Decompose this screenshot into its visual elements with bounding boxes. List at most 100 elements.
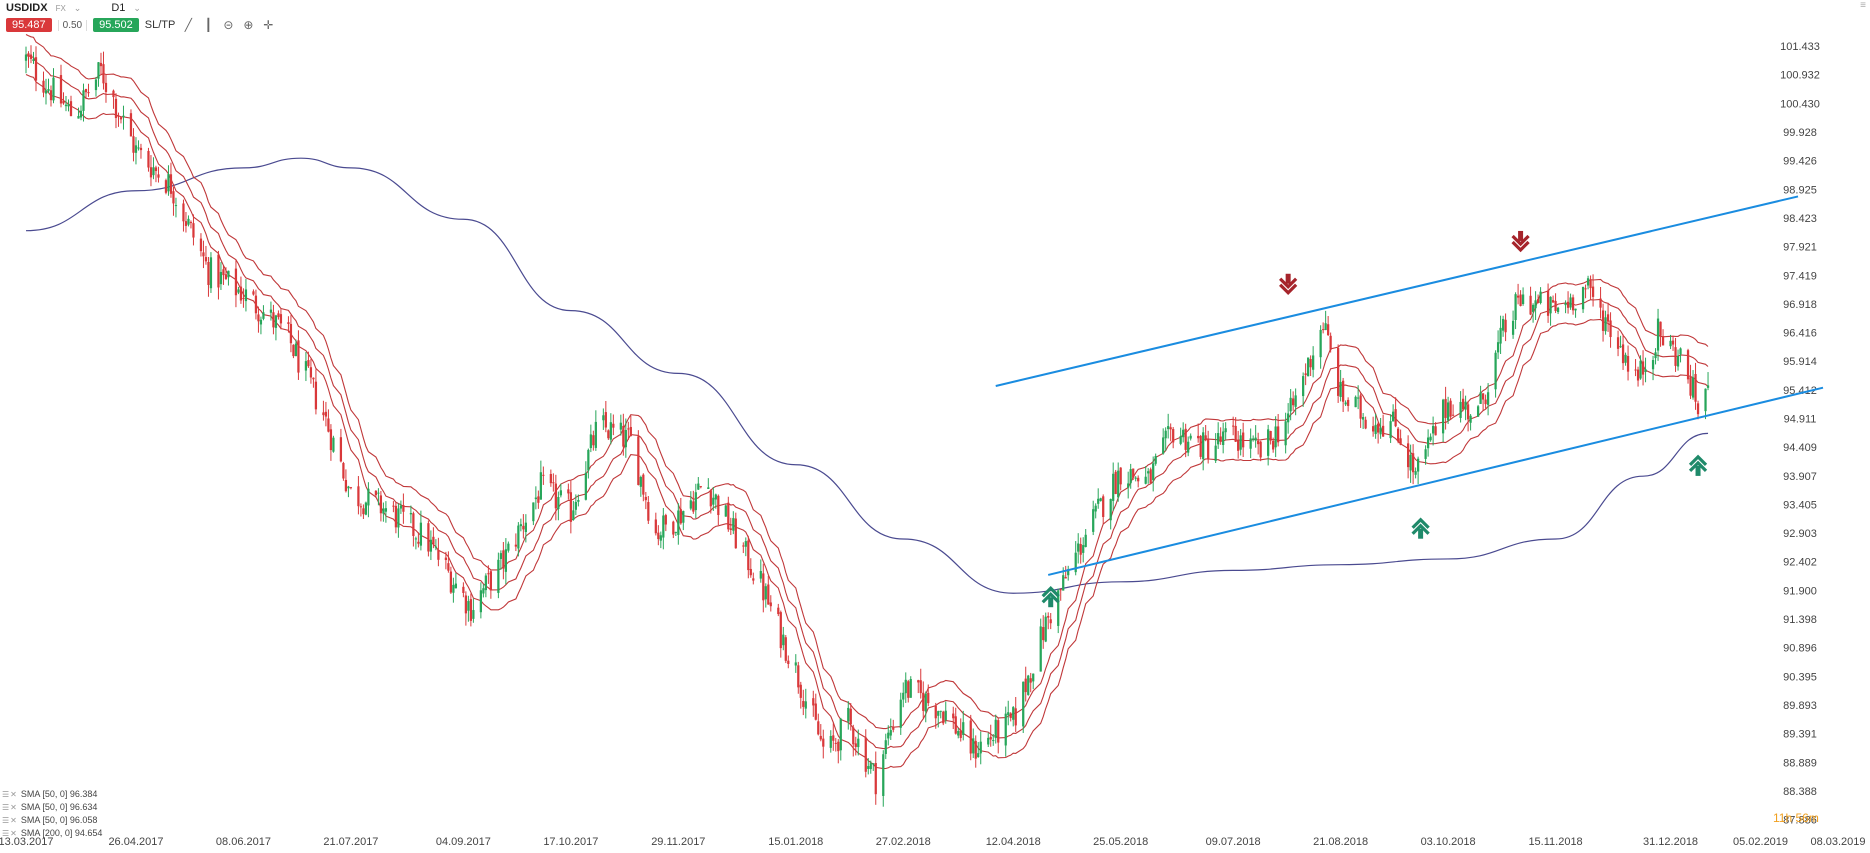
candle xyxy=(1267,424,1270,466)
candle xyxy=(769,595,772,612)
zoom-in-icon[interactable]: ⊕ xyxy=(243,18,254,32)
candle xyxy=(1224,422,1227,440)
candle xyxy=(362,504,365,519)
candle xyxy=(1234,417,1237,442)
candle xyxy=(1394,397,1397,428)
candle xyxy=(664,513,667,532)
candle xyxy=(1451,404,1455,417)
candle xyxy=(762,563,765,613)
candle xyxy=(219,262,223,290)
candle xyxy=(977,742,980,758)
candle xyxy=(119,117,123,124)
x-tick-label: 08.03.2019 xyxy=(1810,836,1865,848)
legend-settings-icon[interactable]: ☰✕ xyxy=(2,803,18,812)
candle xyxy=(1222,422,1225,454)
candle xyxy=(1531,303,1535,323)
legend-item[interactable]: ☰✕ SMA [200, 0] 94.654 xyxy=(2,827,102,840)
candle xyxy=(1566,291,1570,314)
candle xyxy=(1324,310,1327,331)
candle xyxy=(104,74,108,103)
candle xyxy=(1624,352,1627,366)
candle xyxy=(992,734,995,746)
sell-button[interactable]: 95.487 xyxy=(6,18,52,32)
candle xyxy=(437,537,440,567)
legend-settings-icon[interactable]: ☰✕ xyxy=(2,816,18,825)
y-tick-label: 87.886 xyxy=(1783,815,1817,827)
x-axis: 13.03.2017 26.04.2017 08.06.2017 21.07.2017… xyxy=(0,836,1866,848)
sma-50-upper-line xyxy=(25,34,1709,730)
candle xyxy=(312,377,315,388)
candle xyxy=(1287,403,1290,434)
candle xyxy=(919,668,922,699)
candle xyxy=(347,485,350,498)
x-tick-label: 15.01.2018 xyxy=(768,836,823,848)
candle xyxy=(1169,423,1172,442)
channel-upper-line[interactable] xyxy=(995,195,1799,387)
candle xyxy=(1496,330,1500,360)
candle xyxy=(799,681,802,709)
candle xyxy=(707,478,710,490)
channel-lower-line[interactable] xyxy=(1047,386,1824,576)
candle xyxy=(1529,286,1532,316)
legend-settings-icon[interactable]: ☰✕ xyxy=(2,829,18,838)
candle xyxy=(1416,456,1420,485)
line-chart-icon[interactable]: ╱ xyxy=(184,18,192,32)
candle xyxy=(504,538,507,585)
candle xyxy=(414,536,418,550)
candle xyxy=(882,750,885,807)
candle xyxy=(1444,386,1447,430)
candle xyxy=(329,424,333,461)
trend-channel[interactable] xyxy=(995,195,1824,576)
candle xyxy=(689,491,692,511)
signal-markers xyxy=(1041,230,1708,608)
candle xyxy=(137,140,140,151)
symbol-label[interactable]: USDIDX xyxy=(6,2,48,14)
candle xyxy=(1391,404,1395,422)
candle xyxy=(1536,294,1540,304)
candle xyxy=(432,527,435,549)
y-tick-label: 95.412 xyxy=(1783,385,1817,397)
timeframe-label[interactable]: D1 xyxy=(111,2,126,14)
sltp-button[interactable]: SL/TP xyxy=(144,19,176,31)
timeframe-dropdown-icon[interactable]: ⌄ xyxy=(133,2,141,13)
candle xyxy=(1082,537,1085,563)
y-tick-label: 98.925 xyxy=(1783,184,1817,196)
candle xyxy=(502,541,505,580)
legend-item[interactable]: ☰✕ SMA [50, 0] 96.384 xyxy=(2,788,102,801)
candles-icon[interactable]: ┃ xyxy=(204,18,212,32)
candle xyxy=(67,99,70,112)
candle xyxy=(1294,388,1297,416)
symbol-dropdown-icon[interactable]: ⌄ xyxy=(73,2,82,13)
zoom-out-icon[interactable]: ⊝ xyxy=(223,18,234,32)
candle xyxy=(607,429,610,440)
crosshair-icon[interactable]: ✛ xyxy=(263,18,274,32)
candle xyxy=(709,489,712,514)
candle xyxy=(1411,444,1415,485)
candle xyxy=(819,724,822,742)
candle xyxy=(49,85,53,107)
candle xyxy=(1424,445,1427,465)
candle xyxy=(1232,416,1235,436)
x-tick-label: 31.12.2018 xyxy=(1643,836,1698,848)
candle xyxy=(1214,433,1217,463)
candle xyxy=(239,276,243,304)
candle xyxy=(1674,337,1677,372)
legend-item[interactable]: ☰✕ SMA [50, 0] 96.058 xyxy=(2,814,102,827)
candle xyxy=(1204,424,1207,442)
legend-text: SMA [50, 0] 96.634 xyxy=(20,802,98,812)
candle xyxy=(1337,344,1340,403)
candle xyxy=(864,729,867,778)
candle xyxy=(1347,397,1350,412)
legend-item[interactable]: ☰✕ SMA [50, 0] 96.634 xyxy=(2,801,102,814)
window-menu-icon[interactable]: ≡ xyxy=(1860,0,1866,11)
candle xyxy=(1486,383,1490,416)
candle xyxy=(24,46,28,74)
buy-button[interactable]: 95.502 xyxy=(93,18,139,32)
legend-settings-icon[interactable]: ☰✕ xyxy=(2,790,18,799)
candle xyxy=(917,679,920,694)
y-tick-label: 88.388 xyxy=(1783,786,1817,798)
candle xyxy=(1606,302,1610,332)
candle xyxy=(884,733,887,760)
candle xyxy=(1129,463,1132,489)
